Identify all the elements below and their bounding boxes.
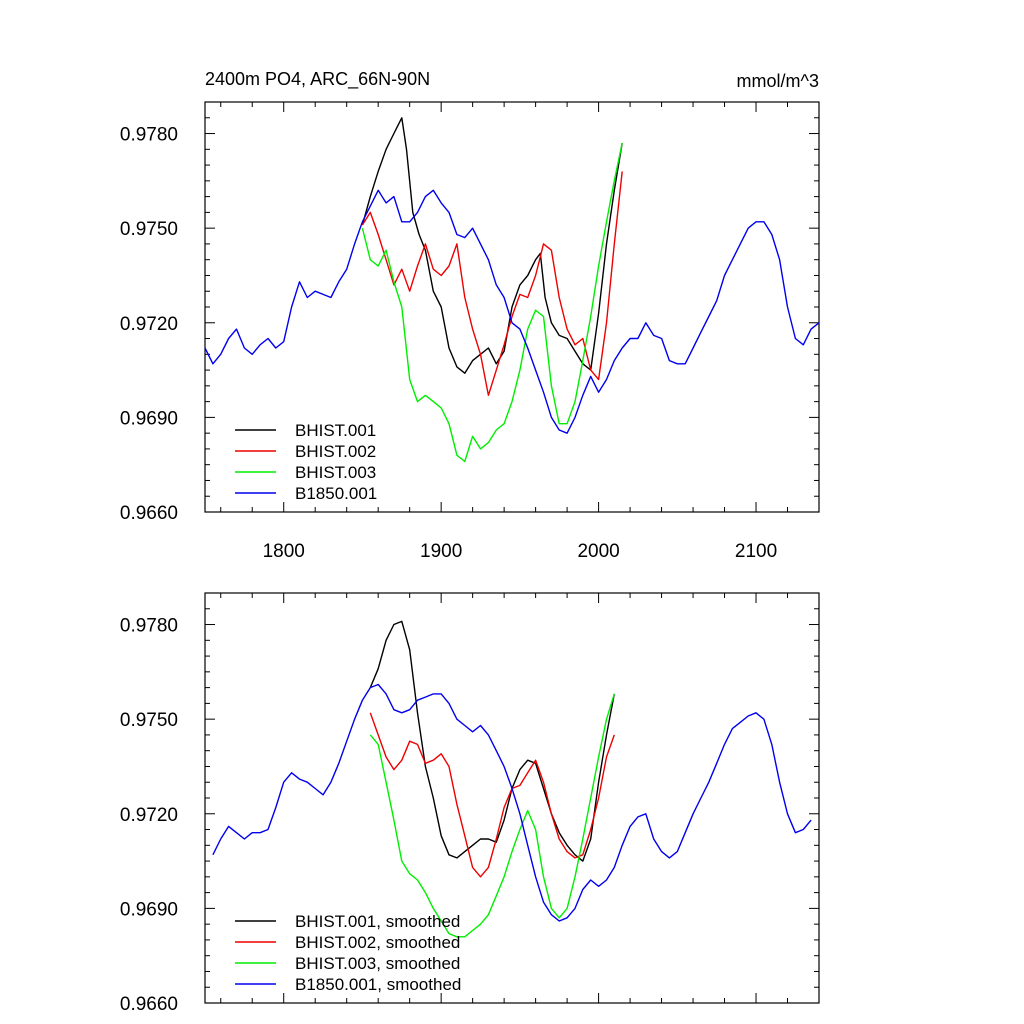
x-tick-labels: 1800 1900 2000 2100	[263, 541, 778, 562]
series-line-2	[361, 171, 623, 396]
y-tick-labels: 0.9660 0.9690 0.9720 0.9750 0.9780	[120, 125, 178, 524]
series-lines	[204, 117, 820, 463]
legend-label: BHIST.002, smoothed	[295, 933, 460, 952]
series-line-4	[204, 189, 820, 434]
y-tick-label: 0.9750	[120, 219, 178, 240]
series-line-3	[369, 693, 615, 938]
legend-label: B1850.001	[295, 484, 377, 503]
legend-label: BHIST.001	[295, 421, 376, 440]
axis-ticks	[205, 101, 820, 513]
x-tick-label: 1900	[420, 541, 462, 562]
series-line-4	[212, 683, 812, 922]
x-tick-label: 1800	[263, 541, 305, 562]
y-tick-label: 0.9750	[120, 710, 178, 731]
y-tick-label: 0.9720	[120, 314, 178, 335]
chart-title: 2400m PO4, ARC_66N-90N	[205, 69, 430, 90]
y-tick-labels: 0.9660 0.9690 0.9720 0.9750 0.9780	[120, 616, 178, 1015]
axis-ticks	[205, 592, 820, 1004]
chart-panel-top: 2400m PO4, ARC_66N-90N mmol/m^3 0.96600.…	[120, 69, 820, 562]
y-tick-label: 0.9660	[120, 994, 178, 1015]
chart-panel-bottom: 0.9660 0.9690 0.9720 0.9750 0.9780 BHIST.001…	[120, 592, 820, 1015]
legend-label: BHIST.003, smoothed	[295, 954, 460, 973]
legend-label: B1850.001, smoothed	[295, 975, 461, 994]
y-tick-label: 0.9690	[120, 408, 178, 429]
legend-label: BHIST.002	[295, 442, 376, 461]
chart-units: mmol/m^3	[737, 71, 819, 91]
x-tick-label: 2100	[735, 541, 777, 562]
series-line-3	[361, 142, 623, 463]
x-tick-label: 2000	[577, 541, 619, 562]
series-line-2	[369, 712, 615, 878]
legend: BHIST.001, smoothed BHIST.002, smoothed BH…	[235, 912, 461, 994]
y-tick-label: 0.9780	[120, 125, 178, 146]
legend: BHIST.001 BHIST.002 BHIST.003 B1850.001	[235, 421, 377, 503]
y-tick-label: 0.9780	[120, 616, 178, 637]
legend-label: BHIST.001, smoothed	[295, 912, 460, 931]
series-line-1	[369, 620, 615, 862]
y-tick-label: 0.9720	[120, 805, 178, 826]
legend-label: BHIST.003	[295, 463, 376, 482]
y-tick-label: 0.9660	[120, 503, 178, 524]
series-line-1	[361, 117, 623, 374]
y-tick-label: 0.9690	[120, 899, 178, 920]
series-lines	[212, 620, 812, 938]
